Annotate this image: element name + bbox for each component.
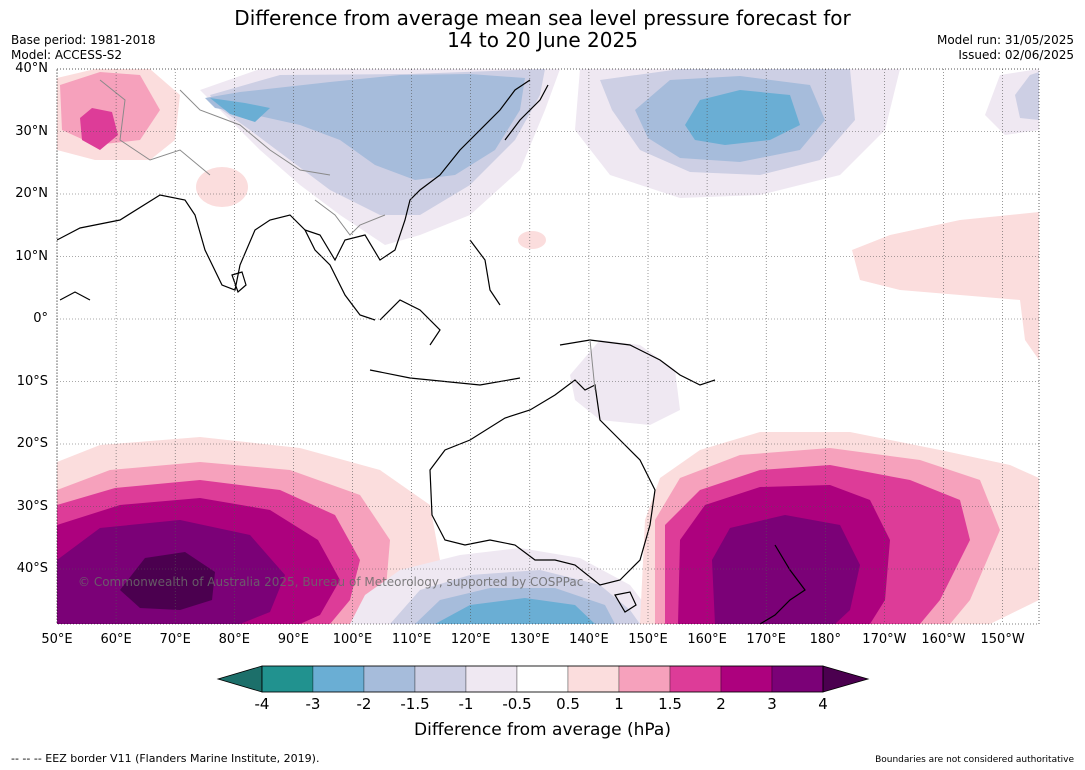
title-line-1: Difference from average mean sea level p…: [234, 6, 851, 30]
latitude-label: 20°S: [16, 436, 48, 451]
graticule: [56, 68, 1039, 624]
latitude-label: 30°N: [15, 123, 48, 139]
colorbar-swatch: [363, 665, 416, 693]
anomaly-contours: [57, 69, 1039, 624]
colorbar-tick-label: -2: [356, 695, 372, 713]
colorbar-label: Difference from average (hPa): [414, 720, 671, 740]
colorbar-tick-label: 0.5: [556, 695, 580, 713]
colorbar-tick-label: -1: [458, 695, 474, 713]
latitude-label: 0°: [33, 311, 48, 326]
longitude-label: 150°E: [628, 632, 668, 647]
longitude-label: 150°W: [980, 632, 1025, 647]
latitude-label: 30°S: [16, 498, 48, 514]
country-borders: [99, 79, 596, 391]
colorbar-max-arrow: [822, 665, 870, 693]
longitude-label: 140°E: [569, 632, 609, 647]
colorbar-tick-label: -0.5: [502, 695, 532, 713]
colorbar-tick-label: 3: [767, 695, 777, 713]
colorbar-tick-label: 1: [614, 695, 624, 713]
longitude-label: 50°E: [41, 632, 73, 647]
latitude-label: 10°S: [16, 373, 48, 389]
longitude-label: 110°E: [391, 632, 432, 647]
eez-note: -- -- -- EEZ border V11 (Flanders Marine…: [11, 752, 320, 765]
map-frame: [56, 68, 1040, 625]
colorbar-swatch: [312, 665, 365, 693]
colorbar-tick-label: 4: [818, 695, 828, 713]
colorbar-tick-label: 2: [716, 695, 726, 713]
colorbar-swatch: [567, 665, 620, 693]
colorbar-tick-label: -4: [254, 695, 270, 713]
title-line-2: 14 to 20 June 2025: [447, 28, 638, 52]
longitude-label: 180°: [809, 632, 841, 647]
longitude-label: 160°W: [921, 632, 966, 647]
colorbar-frame: [261, 665, 824, 693]
latitude-label: 40°N: [15, 61, 48, 76]
longitude-label: 160°E: [687, 632, 727, 647]
longitude-label: 80°E: [218, 632, 250, 647]
colorbar-min-arrow: [216, 665, 263, 693]
latitude-label: 40°S: [16, 561, 48, 576]
colorbar-tick-label: -3: [305, 695, 321, 713]
colorbar-swatch: [261, 665, 314, 693]
longitude-label: 100°E: [332, 632, 373, 647]
colorbar-tick-label: 1.5: [658, 695, 682, 713]
longitude-label: 170°W: [862, 632, 907, 647]
copyright-notice: © Commonwealth of Australia 2025, Bureau…: [78, 575, 584, 589]
colorbar-tick-label: -1.5: [400, 695, 430, 713]
longitude-label: 130°E: [510, 632, 550, 647]
base-period: Base period: 1981-2018: [11, 33, 156, 47]
issued-date: Issued: 02/06/2025: [958, 48, 1074, 62]
longitude-label: 170°E: [746, 632, 786, 647]
colorbar-swatch: [720, 665, 773, 693]
colorbar-swatch: [465, 665, 518, 693]
latitude-label: 10°N: [15, 248, 48, 264]
colorbar-swatch: [618, 665, 671, 693]
longitude-label: 70°E: [159, 632, 191, 647]
longitude-label: 90°E: [277, 632, 310, 647]
model-run: Model run: 31/05/2025: [936, 33, 1074, 47]
model-name: Model: ACCESS-S2: [11, 48, 123, 62]
colorbar-swatch: [771, 665, 824, 693]
longitude-label: 60°E: [100, 632, 132, 647]
colorbar-swatch: [414, 665, 467, 693]
boundaries-disclaimer: Boundaries are not considered authoritat…: [875, 755, 1074, 765]
colorbar-swatch: [669, 665, 722, 693]
colorbar-swatch: [516, 665, 569, 693]
colorbar: [216, 665, 870, 693]
longitude-label: 120°E: [450, 632, 491, 647]
latitude-label: 20°N: [15, 186, 48, 201]
